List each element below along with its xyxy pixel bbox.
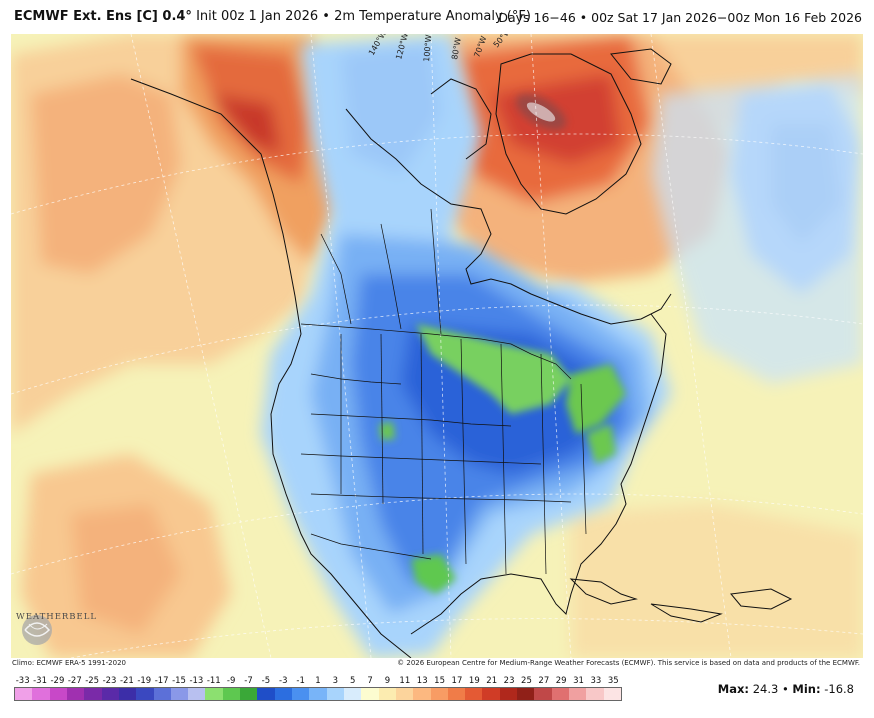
colorbar-swatch	[66, 688, 85, 700]
colorbar-tick-label: -7	[244, 676, 253, 686]
max-label: Max:	[717, 682, 750, 696]
colorbar-tick-label: -17	[154, 676, 169, 686]
valid-period: Days 16−46 • 00z Sat 17 Jan 2026−00z Mon…	[498, 10, 862, 25]
colorbar-swatch	[395, 688, 414, 700]
colorbar-swatch	[292, 688, 310, 700]
min-label: Min:	[792, 682, 821, 696]
climo-note: Climo: ECMWF ERA-5 1991-2020	[12, 659, 126, 667]
colorbar-swatch	[569, 688, 587, 700]
colorbar-swatch	[430, 688, 448, 700]
colorbar-swatch	[309, 688, 327, 700]
colorbar-tick-label: 29	[555, 676, 567, 686]
init-time: Init 00z 1 Jan 2026	[196, 9, 319, 24]
colorbar-swatch	[257, 688, 275, 700]
colorbar-swatch	[118, 688, 137, 700]
colorbar-tick-label: 9	[384, 676, 391, 686]
graticule	[11, 34, 863, 658]
copyright-note: © 2026 European Centre for Medium-Range …	[397, 659, 860, 667]
anomaly-map: 140°W 120°W 100°W 80°W 70°W 50°W	[11, 34, 863, 658]
colorbar-swatch	[15, 688, 33, 700]
colorbar-swatch	[188, 688, 206, 700]
colorbar-swatch	[465, 688, 483, 700]
colorbar-tick-label: 27	[538, 676, 550, 686]
field-name: 2m Temperature Anomaly (°F)	[334, 9, 531, 24]
colorbar-tick-label: 23	[503, 676, 515, 686]
colorbar-tick-label: 7	[367, 676, 373, 686]
colorbar-swatch	[517, 688, 535, 700]
colorbar-tick-label: 3	[332, 676, 339, 686]
colorbar-swatch	[274, 688, 292, 700]
coastlines	[130, 48, 793, 658]
colorbar-tick-label: 33	[590, 676, 602, 686]
colorbar-tick-label: -27	[67, 676, 82, 686]
colorbar-swatch	[49, 688, 67, 700]
colorbar-tick-label: 1	[315, 676, 321, 686]
colorbar	[14, 687, 622, 701]
colorbar-tick-label: 17	[451, 676, 463, 686]
colorbar-swatch	[326, 688, 344, 700]
colorbar-swatch	[499, 688, 518, 700]
weatherbell-logo-icon	[22, 615, 52, 645]
colorbar-tick-label: 25	[521, 676, 532, 686]
colorbar-tick-label: -33	[15, 676, 30, 686]
colorbar-tick-label: -9	[226, 676, 236, 686]
separator: •	[781, 682, 789, 696]
colorbar-tick-label: 21	[486, 676, 498, 686]
colorbar-tick-label: 31	[573, 676, 584, 686]
header: ECMWF Ext. Ens [C] 0.4° Init 00z 1 Jan 2…	[0, 0, 874, 34]
colorbar-tick-label: -13	[189, 676, 204, 686]
colorbar-swatch	[551, 688, 569, 700]
colorbar-tick-label: -19	[137, 676, 152, 686]
colorbar-tick-label: 11	[399, 676, 411, 686]
model-name: ECMWF Ext. Ens [C] 0.4°	[14, 9, 192, 24]
colorbar-tick-label: 19	[468, 676, 480, 686]
colorbar-swatch	[205, 688, 223, 700]
weatherbell-logo-text: WEATHERBELL	[16, 612, 98, 622]
political-borders	[300, 208, 587, 575]
map-title: ECMWF Ext. Ens [C] 0.4° Init 00z 1 Jan 2…	[14, 9, 531, 24]
colorbar-labels: -33 -31 -29 -27 -25 -23 -21 -19 -17 -15 -13 -11 -9 -7…	[14, 676, 622, 686]
colorbar-swatch	[101, 688, 119, 700]
colorbar-swatch	[534, 688, 552, 700]
colorbar-swatch	[586, 688, 604, 700]
colorbar-swatch	[153, 688, 171, 700]
map-canvas: 140°W 120°W 100°W 80°W 70°W 50°W	[11, 34, 863, 658]
colorbar-swatch	[170, 688, 189, 700]
colorbar-swatch	[378, 688, 396, 700]
max-value: 24.3	[752, 682, 779, 696]
colorbar-tick-label: -1	[296, 676, 305, 686]
colorbar-tick-label: -3	[279, 676, 288, 686]
colorbar-tick-label: -25	[85, 676, 100, 686]
colorbar-tick-label: 13	[416, 676, 428, 686]
colorbar-swatch	[240, 688, 258, 700]
colorbar-swatch	[482, 688, 500, 700]
colorbar-swatch	[447, 688, 466, 700]
min-value: -16.8	[824, 682, 854, 696]
colorbar-tick-label: -11	[206, 676, 221, 686]
colorbar-swatch	[32, 688, 50, 700]
colorbar-swatch	[603, 688, 621, 700]
colorbar-tick-label: 5	[350, 676, 356, 686]
colorbar-tick-label: 35	[607, 676, 619, 686]
colorbar-swatch	[222, 688, 241, 700]
max-min-readout: Max: 24.3 • Min: -16.8	[718, 682, 854, 696]
colorbar-tick-label: -23	[102, 676, 117, 686]
lon-label-100w: 100°W	[422, 34, 433, 62]
colorbar-swatch	[136, 688, 154, 700]
colorbar-tick-label: -15	[172, 676, 186, 686]
colorbar-swatch	[413, 688, 431, 700]
strong-cold-core-layer	[379, 324, 626, 594]
colorbar-swatch	[84, 688, 102, 700]
colorbar-tick-label: -5	[261, 676, 271, 686]
colorbar-tick-label: -21	[119, 676, 134, 686]
greenland-hotspot-core	[526, 102, 556, 122]
colorbar-swatch	[343, 688, 362, 700]
lon-label-80w: 80°W	[450, 37, 463, 60]
colorbar-tick-label: 15	[434, 676, 446, 686]
colorbar-tick-label: -31	[33, 676, 47, 686]
colorbar-tick-label: -29	[50, 676, 65, 686]
colorbar-swatch	[361, 688, 379, 700]
